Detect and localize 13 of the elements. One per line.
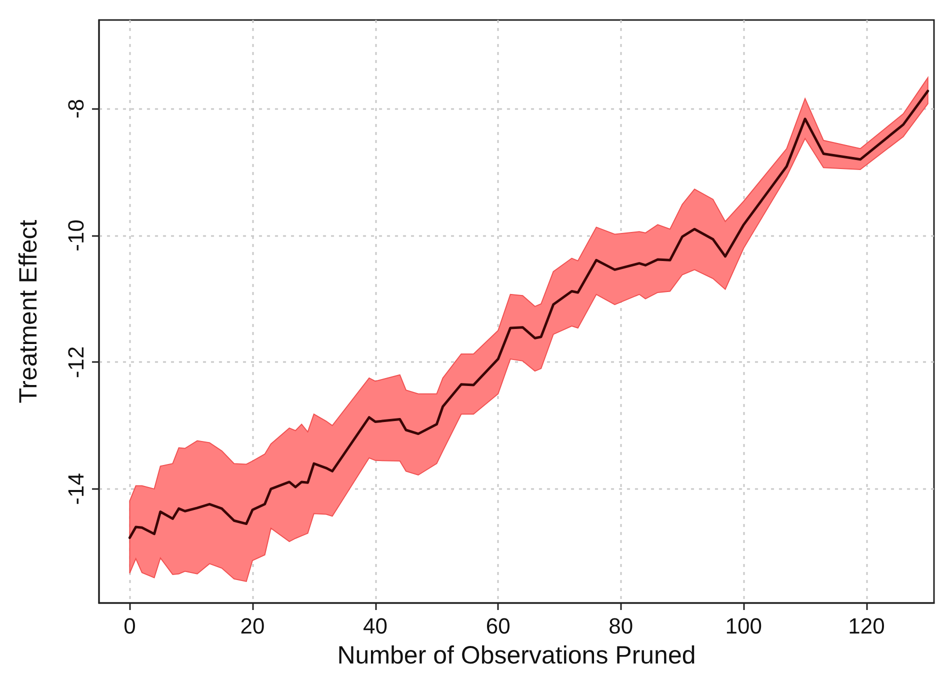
x-tick-label: 40 — [363, 614, 388, 638]
y-tick-label: -10 — [64, 220, 88, 252]
y-axis-title: Treatment Effect — [14, 220, 42, 404]
y-tick-label: -12 — [64, 346, 88, 378]
x-tick-label: 60 — [486, 614, 510, 638]
x-tick-label: 0 — [124, 614, 136, 638]
x-tick-label: 100 — [725, 614, 762, 638]
x-tick-label: 120 — [848, 614, 885, 638]
x-tick-label: 20 — [240, 614, 265, 638]
y-tick-label: -14 — [64, 473, 88, 505]
x-tick-label: 80 — [608, 614, 634, 638]
x-axis-title: Number of Observations Pruned — [337, 642, 696, 670]
y-tick-label: -8 — [64, 98, 88, 118]
